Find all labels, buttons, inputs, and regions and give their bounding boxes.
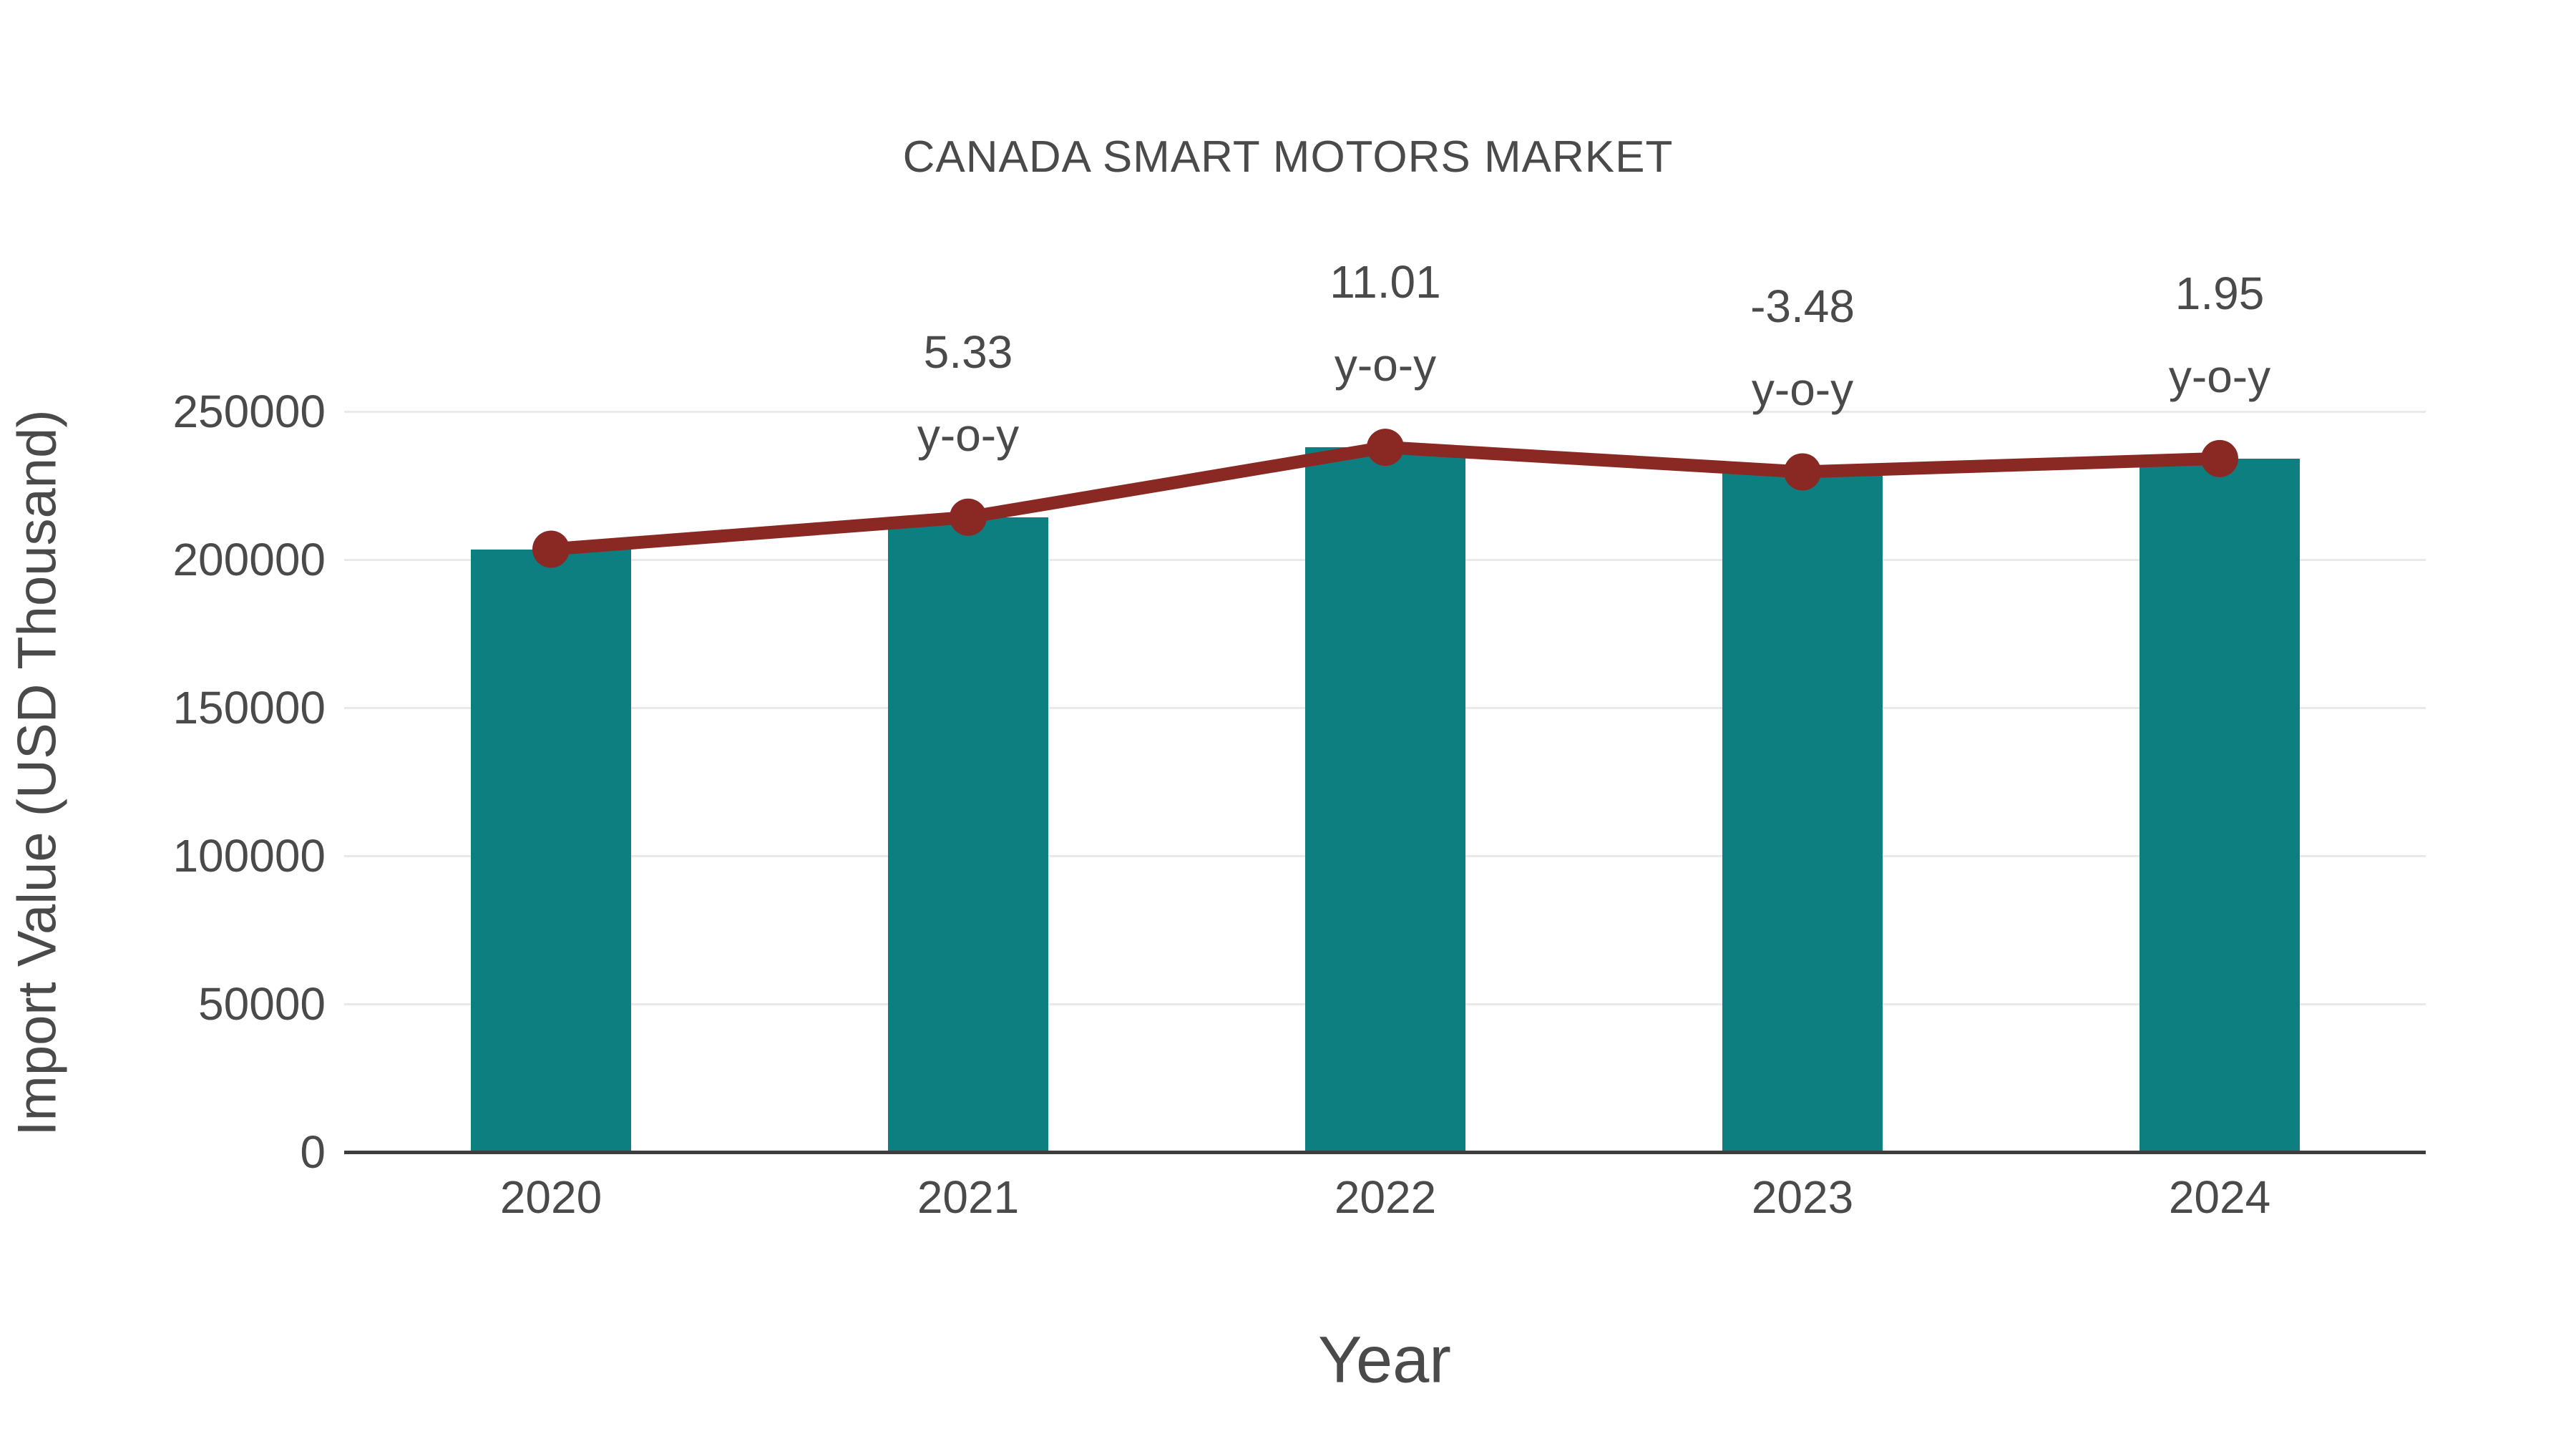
y-tick-label: 150000: [172, 682, 326, 733]
x-tick-label: 2023: [1751, 1171, 1854, 1223]
yoy-value-label: 1.95: [2175, 267, 2265, 319]
x-tick-label: 2024: [2168, 1171, 2271, 1223]
yoy-suffix-label: y-o-y: [2168, 350, 2271, 402]
bar-2021: [888, 517, 1048, 1152]
yoy-value-label: 11.01: [1330, 256, 1441, 308]
yoy-suffix-label: y-o-y: [1334, 339, 1437, 391]
y-tick-label: 0: [300, 1126, 326, 1178]
y-tick-label: 250000: [172, 386, 326, 437]
x-tick-label: 2020: [499, 1171, 602, 1223]
x-axis-line: [344, 1151, 2426, 1154]
grid-line: [344, 410, 2426, 413]
bar-2022: [1305, 447, 1465, 1152]
bar-2023: [1722, 472, 1883, 1152]
x-tick-label: 2021: [917, 1171, 1020, 1223]
yoy-suffix-label: y-o-y: [917, 409, 1020, 461]
x-tick-label: 2022: [1334, 1171, 1437, 1223]
y-tick-label: 200000: [172, 534, 326, 585]
y-tick-label: 100000: [172, 830, 326, 882]
chart-title: CANADA SMART MOTORS MARKET: [902, 132, 1674, 182]
x-axis-title: Year: [1318, 1323, 1451, 1397]
yoy-suffix-label: y-o-y: [1751, 364, 1854, 416]
yoy-value-label: -3.48: [1750, 280, 1855, 333]
bar-2024: [2140, 458, 2300, 1152]
y-tick-label: 50000: [198, 978, 326, 1030]
yoy-value-label: 5.33: [923, 326, 1013, 378]
y-axis-title: Import Value (USD Thousand): [6, 409, 68, 1136]
bar-2020: [471, 549, 631, 1152]
